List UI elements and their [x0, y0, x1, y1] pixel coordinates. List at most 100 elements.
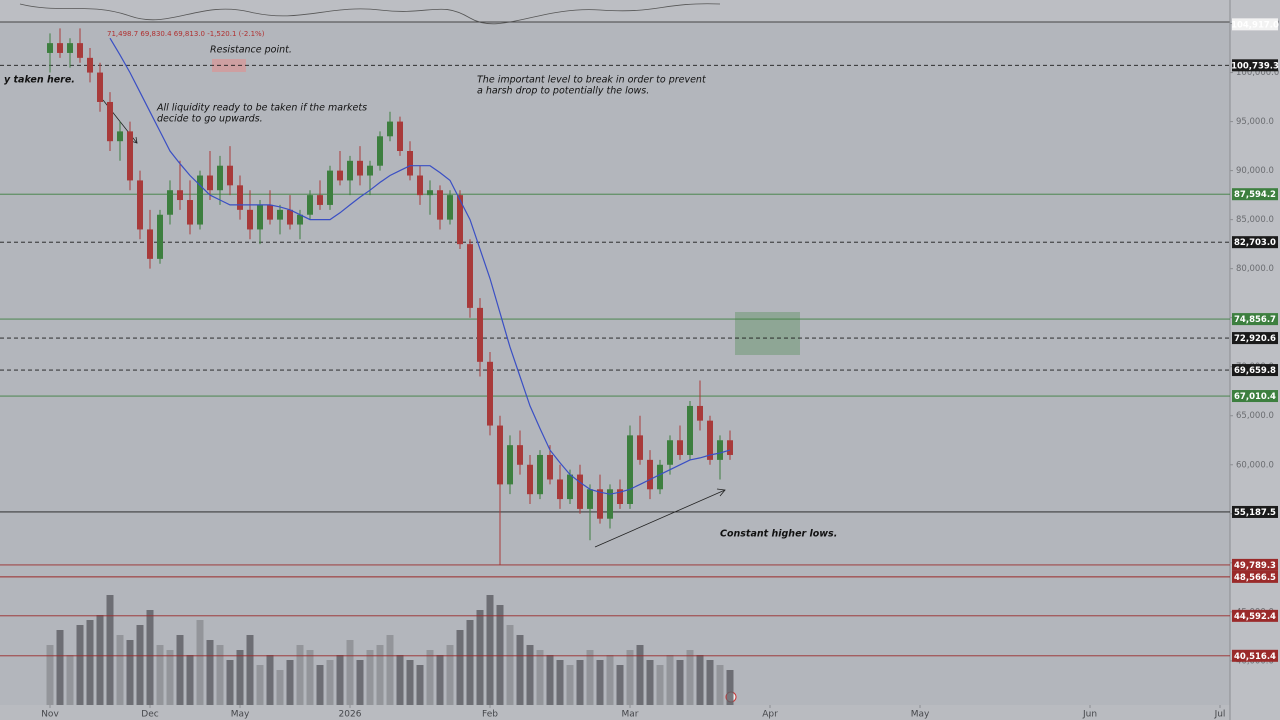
candle-body [157, 214, 163, 259]
y-tick-label: 85,000.0 [1236, 215, 1274, 225]
price-tag-label: 55,187.5 [1234, 508, 1276, 518]
volume-bar [686, 650, 694, 705]
volume-bar [306, 650, 314, 705]
x-tick-label: Nov [41, 710, 59, 720]
candle-body [647, 459, 653, 490]
price-tag-label: 74,856.7 [1234, 315, 1276, 325]
candle-body [637, 435, 643, 460]
candle-body [67, 43, 73, 53]
candle-body [377, 136, 383, 166]
volume-bar [296, 645, 304, 705]
annotation: All liquidity ready to be taken if the m… [156, 103, 367, 114]
volume-bar [286, 660, 294, 705]
price-tag-label: 87,594.2 [1234, 190, 1276, 200]
volume-bar [156, 645, 164, 705]
volume-bar [676, 660, 684, 705]
candle-body [727, 440, 733, 455]
candle-body [47, 43, 53, 53]
candle-body [347, 160, 353, 181]
volume-bar [716, 665, 724, 705]
price-tag [1232, 236, 1278, 249]
y-tick-label: 60,000.0 [1236, 460, 1274, 470]
volume-bar [106, 595, 114, 705]
volume-bar [646, 660, 654, 705]
candle-body [277, 209, 283, 220]
x-tick-label: Jun [1082, 710, 1097, 720]
candle-body [407, 151, 413, 176]
moving-average [109, 37, 731, 495]
volume-bar [396, 655, 404, 705]
annotation: a harsh drop to potentially the lows. [477, 86, 649, 97]
volume-bar [186, 655, 194, 705]
volume-bar [616, 665, 624, 705]
volume-bar [446, 645, 454, 705]
volume-bar [96, 615, 104, 705]
price-axis [1230, 0, 1280, 720]
volume-bar [76, 625, 84, 705]
volume-bar [336, 655, 344, 705]
candle-body [517, 445, 523, 465]
candle-body [267, 204, 273, 220]
candle-body [127, 131, 133, 181]
candle-body [687, 405, 693, 455]
candle-body [597, 489, 603, 519]
candle-body [227, 165, 233, 186]
price-tag [1232, 558, 1278, 571]
candle-body [297, 214, 303, 225]
candle-body [327, 170, 333, 205]
price-tag-label: 40,516.4 [1234, 652, 1276, 662]
volume-bar [456, 630, 464, 705]
volume-bar [196, 620, 204, 705]
price-tag-label: 49,789.3 [1234, 561, 1276, 571]
candle-body [657, 464, 663, 490]
volume-bar [176, 635, 184, 705]
volume-bar [536, 650, 544, 705]
price-tag [1232, 505, 1278, 518]
candle-body [717, 440, 723, 460]
volume-bar [416, 665, 424, 705]
candle-body [667, 440, 673, 465]
volume-bar [46, 645, 54, 705]
volume-bar [256, 665, 264, 705]
annotation: y taken here. [4, 75, 75, 86]
volume-bar [276, 670, 284, 705]
candle-body [467, 244, 473, 308]
candle-body [367, 165, 373, 176]
annotation: The important level to break in order to… [477, 75, 707, 86]
price-tag [1232, 313, 1278, 326]
price-tag-label: 72,920.6 [1234, 334, 1276, 344]
candle-body [607, 489, 613, 519]
candle-body [387, 121, 393, 137]
target-zone [735, 312, 800, 355]
volume-bar [656, 665, 664, 705]
candle-body [317, 195, 323, 205]
price-tag [1232, 59, 1278, 72]
candle-body [567, 474, 573, 500]
volume-bar [696, 655, 704, 705]
volume-bar [476, 610, 484, 705]
candle-body [397, 121, 403, 152]
volume-bar [506, 625, 514, 705]
volume-bar [66, 655, 74, 705]
volume-bar [326, 660, 334, 705]
candle-body [337, 170, 343, 181]
y-tick-label: 65,000.0 [1236, 411, 1274, 421]
candle-body [487, 361, 493, 426]
candle-body [247, 209, 253, 230]
candle-body [577, 474, 583, 509]
x-tick-label: May [911, 710, 930, 720]
volume-bar [236, 650, 244, 705]
volume-bar [136, 625, 144, 705]
volume-bar [436, 655, 444, 705]
volume-bar [426, 650, 434, 705]
candle-body [117, 131, 123, 142]
price-tag-label: 67,010.4 [1234, 392, 1276, 402]
candle-body [207, 175, 213, 191]
volume-bar [126, 640, 134, 705]
price-tag [1232, 649, 1278, 662]
candle-body [107, 101, 113, 142]
annotation: Constant higher lows. [720, 529, 837, 540]
volume-bar [86, 620, 94, 705]
volume-bar [116, 635, 124, 705]
candle-body [307, 195, 313, 215]
